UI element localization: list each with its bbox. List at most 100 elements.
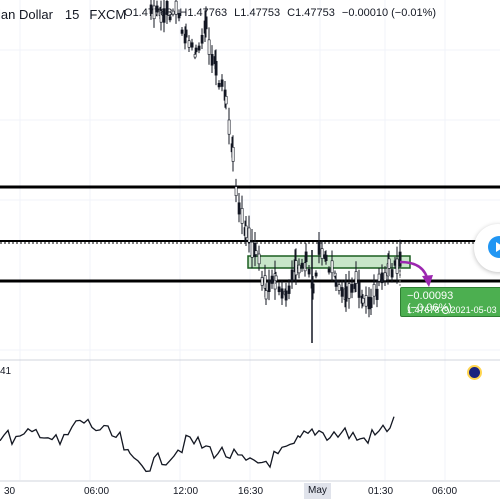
candle-body <box>207 39 211 55</box>
candle-body <box>304 251 308 263</box>
candle-body <box>224 96 228 105</box>
candle-body <box>165 1 169 15</box>
candle-body <box>152 5 156 20</box>
ohlc-readout: O1.47763 H1.47763 L1.47753 C1.47753 −0.0… <box>124 7 436 19</box>
ohlc-open-value: 1.47763 <box>132 7 173 19</box>
candle-body <box>159 10 163 23</box>
ohlc-low-key: L <box>234 7 241 19</box>
candle-body <box>350 284 354 293</box>
candle-body <box>383 272 387 281</box>
candle-body <box>369 297 373 308</box>
candle-body <box>314 272 318 277</box>
time-tick: 12:00 <box>173 486 199 497</box>
candle-body <box>344 286 348 302</box>
candle-body <box>210 54 214 66</box>
forecast-arrow-head <box>422 275 433 287</box>
candle-body <box>317 242 321 255</box>
candle-body <box>200 34 204 44</box>
timeframe[interactable]: 15 <box>64 6 80 22</box>
exchange-name: FXCM <box>89 6 127 22</box>
ohlc-high-key: H <box>179 7 188 19</box>
candle-body <box>260 277 264 286</box>
indicator-value-label: 41 <box>0 366 12 377</box>
candle-body <box>190 42 194 48</box>
candle-body <box>375 288 379 300</box>
candle-body <box>270 275 274 284</box>
candle-body <box>284 290 288 301</box>
candle-body <box>361 297 365 304</box>
candle-body <box>324 254 328 262</box>
candle-body <box>254 250 258 255</box>
candle-body <box>287 285 291 294</box>
candle-body <box>168 16 172 21</box>
settings-gear-icon[interactable] <box>467 365 482 380</box>
candle-body <box>214 60 218 76</box>
candle-body <box>155 5 159 13</box>
ohlc-close-value: 1.47753 <box>295 7 335 19</box>
forecast-label[interactable]: −0.00093 (−0.06%) 1.47678 2021-05-03 <box>400 287 500 317</box>
candle-body <box>264 290 268 300</box>
ohlc-high-value: 1.47763 <box>187 7 228 19</box>
candle-body <box>300 262 304 269</box>
candle-body <box>334 279 338 287</box>
candle-body <box>227 119 231 135</box>
symbol-header: ian Dollar 15 FXCM <box>0 3 126 25</box>
forecast-price: 1.47678 <box>407 305 440 315</box>
candle-body <box>337 284 341 291</box>
candle-body <box>204 16 208 30</box>
candle-body <box>364 295 368 307</box>
time-tick: 06:00 <box>432 486 458 497</box>
candle-body <box>395 258 399 274</box>
candle-body <box>257 253 261 265</box>
candle-body <box>263 275 267 289</box>
candle-body <box>234 186 238 196</box>
candle-body <box>174 0 178 15</box>
clock-icon <box>441 307 449 314</box>
indicator-line <box>0 416 395 473</box>
candle-body <box>171 10 175 15</box>
candle-body <box>184 29 188 38</box>
candle-body <box>354 271 358 284</box>
candle-body <box>290 269 294 282</box>
candle-body <box>297 264 301 274</box>
forecast-change: −0.00093 (−0.06%) <box>407 290 454 314</box>
candle-body <box>280 288 284 299</box>
ohlc-close-key: C <box>287 7 296 19</box>
candle-body <box>398 251 402 267</box>
candle-body <box>330 260 334 274</box>
symbol-name[interactable]: ian Dollar <box>0 6 53 22</box>
time-cursor-label: May <box>304 483 331 499</box>
candle-body <box>327 268 331 273</box>
time-tick: 16:30 <box>238 486 264 497</box>
candle-body <box>277 286 281 293</box>
candle-body <box>231 147 235 162</box>
candle-body <box>217 82 221 88</box>
candle-body <box>294 260 298 276</box>
candle-body <box>193 54 197 58</box>
candle-body <box>244 225 248 238</box>
forecast-date: 2021-05-03 <box>450 305 497 315</box>
candle-body <box>187 40 191 48</box>
time-axis[interactable]: 30 06:00 12:00 16:30 May 01:30 06:00 <box>0 483 500 500</box>
ohlc-low-value: 1.47753 <box>240 7 281 19</box>
candle-body <box>267 279 271 292</box>
time-tick: 30 <box>4 486 16 497</box>
candle-body <box>149 4 153 14</box>
candle-body <box>340 287 344 297</box>
candle-body <box>162 8 166 23</box>
play-icon <box>488 236 500 258</box>
candle-body <box>372 284 376 297</box>
candle-body <box>377 273 381 282</box>
candle-body <box>197 45 201 51</box>
candle-body <box>320 248 324 259</box>
candle-body <box>237 202 241 215</box>
candle-body <box>250 241 254 258</box>
ohlc-change: −0.00010 (−0.01%) <box>341 7 437 19</box>
price-zone-rectangle <box>247 255 411 269</box>
candle-body <box>390 269 394 278</box>
candle-body <box>220 79 224 87</box>
candle-body <box>380 272 384 284</box>
candle-body <box>247 227 251 243</box>
